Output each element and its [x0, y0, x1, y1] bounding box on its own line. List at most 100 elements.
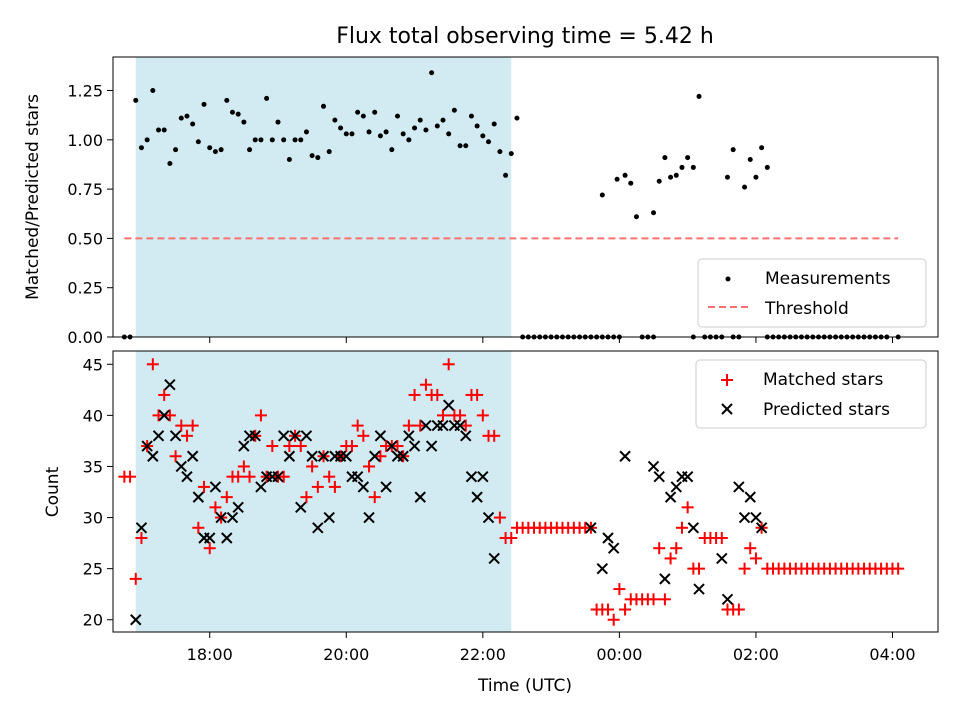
matched-point — [300, 491, 313, 504]
predicted-point-b — [755, 522, 768, 534]
measurement-point — [366, 129, 372, 135]
matched-point — [175, 419, 188, 432]
legend-predicted-label: Predicted stars — [763, 400, 890, 420]
matched-point — [169, 450, 182, 463]
measurement-point — [321, 103, 327, 109]
matched-point — [437, 409, 449, 422]
matched-point — [715, 531, 728, 544]
predicted-point — [204, 532, 216, 544]
predicted-point-b — [357, 481, 370, 493]
measurement-point — [668, 174, 674, 180]
predicted-point — [175, 460, 187, 473]
predicted-point-b — [255, 481, 267, 493]
measurement-point — [730, 147, 736, 153]
measurement-point — [150, 88, 156, 94]
predicted-point — [619, 450, 631, 462]
y-tick-label: 0.50 — [67, 229, 103, 248]
measurement-point — [372, 109, 378, 115]
predicted-point-b — [204, 532, 216, 544]
top-panel: 0.00 0.25 0.50 0.75 1.00 1.25 Matched/Predict… — [23, 56, 939, 347]
legend-measurements-label: Measurements — [765, 269, 891, 289]
predicted-point — [351, 470, 364, 483]
predicted-point-b — [175, 460, 187, 473]
measurement-point — [235, 111, 241, 117]
predicted-point-b — [750, 511, 762, 524]
predicted-point — [192, 491, 205, 503]
predicted-point — [442, 399, 455, 411]
measurement-point — [281, 137, 287, 143]
measurement-point — [486, 139, 492, 145]
predicted-point-b — [181, 470, 193, 483]
predicted-point — [465, 470, 478, 483]
matched-point — [198, 480, 211, 493]
predicted-point-b — [653, 470, 665, 483]
top-y-axis-label: Matched/Predicted stars — [23, 94, 43, 300]
predicted-point-b — [619, 450, 631, 462]
matched-point — [647, 593, 660, 606]
predicted-point-b — [693, 583, 705, 595]
predicted-point — [386, 440, 398, 452]
x-tick-label: 22:00 — [460, 645, 506, 664]
matched-point — [471, 388, 484, 401]
predicted-point-b — [477, 470, 489, 483]
predicted-point — [414, 491, 426, 503]
predicted-point — [653, 470, 665, 483]
bottom-plot-area — [118, 358, 905, 626]
measurement-point — [184, 113, 190, 119]
predicted-point-b — [670, 481, 682, 493]
predicted-point — [403, 430, 415, 442]
measurement-point — [724, 174, 730, 180]
measurement-point — [457, 143, 463, 149]
predicted-point — [738, 511, 751, 524]
predicted-point — [659, 573, 671, 585]
y-tick-label: 0.00 — [67, 328, 103, 347]
matched-point — [158, 388, 171, 401]
predicted-point — [317, 450, 330, 462]
predicted-point — [397, 450, 409, 462]
predicted-point-b — [158, 409, 170, 422]
predicted-point-b — [300, 430, 313, 442]
matched-point — [328, 480, 341, 493]
measurement-point — [503, 172, 509, 178]
measurement-point — [218, 147, 224, 153]
measurement-point — [389, 147, 395, 153]
matched-point — [152, 409, 165, 422]
measurement-point — [252, 137, 258, 143]
measurement-point — [423, 127, 429, 133]
predicted-point — [380, 481, 392, 493]
y-tick-label: 25 — [83, 560, 103, 579]
predicted-point-b — [437, 419, 449, 432]
measurement-point — [651, 210, 657, 216]
bottom-y-ticks: 20 25 30 35 40 45 — [83, 355, 113, 630]
predicted-point — [750, 511, 762, 524]
measurement-point — [332, 117, 338, 123]
measurement-point — [309, 153, 315, 159]
predicted-point-b — [221, 532, 233, 544]
predicted-point — [744, 491, 756, 503]
predicted-point — [158, 409, 170, 422]
predicted-point-b — [596, 562, 609, 575]
matched-point — [391, 440, 404, 453]
matched-point — [294, 440, 307, 453]
predicted-point — [664, 491, 677, 503]
measurement-point — [190, 121, 196, 127]
predicted-point — [460, 430, 472, 442]
matched-point — [675, 521, 688, 534]
predicted-point-b — [687, 522, 700, 534]
predicted-point — [363, 511, 375, 524]
predicted-point — [670, 481, 682, 493]
measurement-point — [491, 121, 497, 127]
predicted-point — [477, 470, 489, 483]
measurement-point — [349, 131, 355, 137]
predicted-point-b — [420, 419, 432, 432]
x-tick-label: 18:00 — [187, 645, 233, 664]
predicted-point-b — [238, 440, 250, 452]
measurement-point — [394, 113, 400, 119]
predicted-point-b — [130, 614, 142, 626]
measurement-point — [656, 178, 662, 184]
predicted-point-b — [471, 491, 483, 503]
measurement-point — [360, 113, 366, 119]
measurement-point — [406, 137, 412, 143]
matched-point — [454, 409, 467, 422]
predicted-point — [607, 542, 620, 554]
